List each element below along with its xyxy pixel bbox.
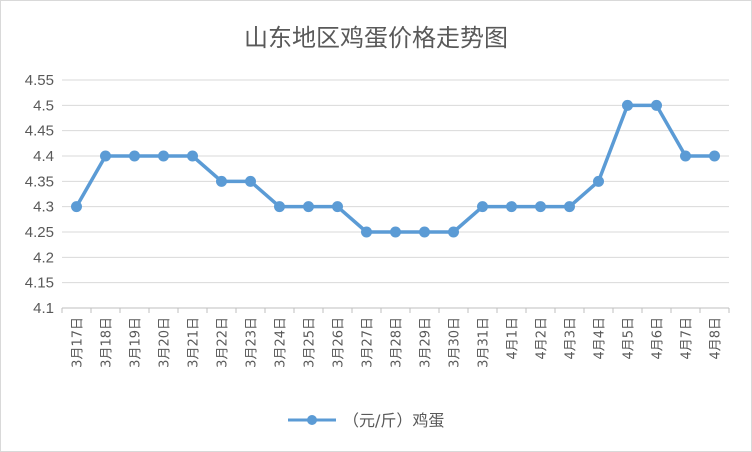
x-tick-label: 4月6日 xyxy=(651,317,666,360)
y-tick-label: 4.2 xyxy=(33,249,54,266)
y-tick-label: 4.55 xyxy=(25,72,54,89)
x-axis-ticks: 3月17日 3月18日 3月19日 3月20日 3月21日 3月22日 3月23日 3月24日… xyxy=(71,317,724,368)
x-tick-label: 3月29日 xyxy=(419,317,434,368)
legend: （元/斤）鸡蛋 xyxy=(288,411,444,430)
data-point xyxy=(564,201,575,213)
x-tick-label: 3月27日 xyxy=(361,317,376,368)
data-point xyxy=(332,201,343,213)
data-point xyxy=(535,201,546,213)
data-point xyxy=(274,201,285,213)
data-point xyxy=(158,150,169,162)
data-point xyxy=(303,201,314,213)
series-layer xyxy=(71,99,720,238)
data-point xyxy=(187,150,198,162)
x-tick-label: 4月4日 xyxy=(593,317,608,360)
y-tick-label: 4.25 xyxy=(25,224,54,241)
x-tick-label: 3月26日 xyxy=(332,317,347,368)
data-point xyxy=(71,201,82,213)
x-tick-label: 3月19日 xyxy=(129,317,144,368)
data-point xyxy=(390,226,401,238)
y-tick-label: 4.35 xyxy=(25,173,54,190)
data-point xyxy=(651,99,662,111)
x-tick-label: 3月30日 xyxy=(448,317,463,368)
y-tick-label: 4.45 xyxy=(25,123,54,140)
x-tick-label: 4月1日 xyxy=(506,317,521,360)
x-tick-label: 3月28日 xyxy=(390,317,405,368)
x-tick-label: 4月2日 xyxy=(535,317,550,360)
data-point xyxy=(419,226,430,238)
chart-title: 山东地区鸡蛋价格走势图 xyxy=(244,24,508,52)
data-point xyxy=(680,150,691,162)
data-point xyxy=(622,99,633,111)
data-point xyxy=(216,175,227,187)
x-tick-label: 3月21日 xyxy=(187,317,202,368)
data-point xyxy=(100,150,111,162)
data-point xyxy=(506,201,517,213)
y-tick-label: 4.15 xyxy=(25,275,54,292)
y-axis-ticks: 4.1 4.15 4.2 4.25 4.3 4.35 4.4 4.45 4.5 4.55 xyxy=(25,72,54,317)
y-tick-label: 4.1 xyxy=(33,300,54,317)
x-tick-label: 3月25日 xyxy=(303,317,318,368)
x-tick-label: 4月3日 xyxy=(564,317,579,360)
x-tick-label: 3月20日 xyxy=(158,317,173,368)
x-tick-label: 3月31日 xyxy=(477,317,492,368)
data-point xyxy=(361,226,372,238)
x-tick-label: 3月22日 xyxy=(216,317,231,368)
gridlines xyxy=(61,79,730,313)
x-tick-label: 4月5日 xyxy=(622,317,637,360)
y-tick-label: 4.4 xyxy=(33,148,54,165)
legend-marker xyxy=(307,415,317,425)
series-line xyxy=(74,103,715,234)
y-tick-label: 4.5 xyxy=(33,97,54,114)
y-tick-label: 4.3 xyxy=(33,199,54,216)
data-point xyxy=(709,150,720,162)
x-tick-label: 3月24日 xyxy=(274,317,289,368)
data-point xyxy=(245,175,256,187)
x-tick-label: 3月23日 xyxy=(245,317,260,368)
x-tick-label: 4月8日 xyxy=(709,317,724,360)
data-point xyxy=(477,201,488,213)
data-point xyxy=(448,226,459,238)
data-point xyxy=(129,150,140,162)
x-tick-label: 3月17日 xyxy=(71,317,86,368)
data-point xyxy=(593,175,604,187)
legend-label: （元/斤）鸡蛋 xyxy=(343,411,444,430)
x-tick-label: 4月7日 xyxy=(680,317,695,360)
x-tick-label: 3月18日 xyxy=(100,317,115,368)
